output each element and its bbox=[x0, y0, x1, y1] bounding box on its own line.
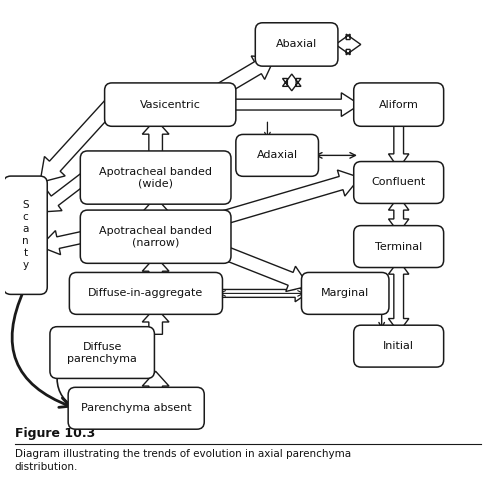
Text: Initial: Initial bbox=[383, 341, 414, 351]
Polygon shape bbox=[142, 119, 169, 159]
Polygon shape bbox=[335, 34, 361, 55]
Polygon shape bbox=[142, 257, 169, 280]
Polygon shape bbox=[40, 100, 116, 183]
Text: Abaxial: Abaxial bbox=[276, 39, 317, 49]
FancyBboxPatch shape bbox=[50, 326, 154, 378]
FancyBboxPatch shape bbox=[354, 161, 443, 203]
Polygon shape bbox=[215, 285, 308, 302]
Text: Adaxial: Adaxial bbox=[256, 150, 298, 160]
FancyBboxPatch shape bbox=[105, 83, 236, 126]
Text: Terminal: Terminal bbox=[375, 241, 422, 252]
Polygon shape bbox=[182, 230, 309, 292]
Polygon shape bbox=[283, 74, 301, 91]
FancyBboxPatch shape bbox=[354, 325, 443, 367]
Polygon shape bbox=[142, 371, 169, 394]
Polygon shape bbox=[142, 197, 169, 218]
Text: Vasicentric: Vasicentric bbox=[140, 100, 201, 110]
FancyBboxPatch shape bbox=[69, 273, 223, 314]
Polygon shape bbox=[215, 56, 275, 97]
Polygon shape bbox=[388, 119, 409, 169]
Text: Apotracheal banded
(narrow): Apotracheal banded (narrow) bbox=[99, 226, 212, 247]
Polygon shape bbox=[142, 307, 169, 334]
FancyBboxPatch shape bbox=[68, 387, 204, 429]
Text: Diffuse-in-aggregate: Diffuse-in-aggregate bbox=[88, 288, 203, 298]
Text: Marginal: Marginal bbox=[321, 288, 370, 298]
Text: Diagram illustrating the trends of evolution in axial parenchyma
distribution.: Diagram illustrating the trends of evolu… bbox=[15, 449, 351, 472]
Text: Figure 10.3: Figure 10.3 bbox=[15, 427, 95, 440]
Polygon shape bbox=[388, 261, 409, 332]
Text: Parenchyma absent: Parenchyma absent bbox=[81, 403, 191, 413]
FancyBboxPatch shape bbox=[80, 151, 231, 204]
Text: Apotracheal banded
(wide): Apotracheal banded (wide) bbox=[99, 166, 212, 189]
FancyBboxPatch shape bbox=[354, 83, 443, 126]
Polygon shape bbox=[388, 196, 409, 233]
Text: Diffuse
parenchyma: Diffuse parenchyma bbox=[67, 342, 137, 364]
FancyBboxPatch shape bbox=[236, 134, 318, 177]
FancyBboxPatch shape bbox=[255, 23, 338, 66]
Text: Confluent: Confluent bbox=[372, 178, 426, 188]
Text: S
c
a
n
t
y: S c a n t y bbox=[22, 200, 29, 270]
FancyBboxPatch shape bbox=[354, 226, 443, 268]
FancyBboxPatch shape bbox=[3, 176, 47, 294]
Text: Aliform: Aliform bbox=[379, 100, 419, 110]
Polygon shape bbox=[40, 230, 86, 255]
Polygon shape bbox=[182, 170, 360, 236]
Polygon shape bbox=[40, 173, 89, 212]
FancyBboxPatch shape bbox=[302, 273, 389, 314]
Polygon shape bbox=[230, 93, 360, 116]
FancyBboxPatch shape bbox=[80, 210, 231, 264]
